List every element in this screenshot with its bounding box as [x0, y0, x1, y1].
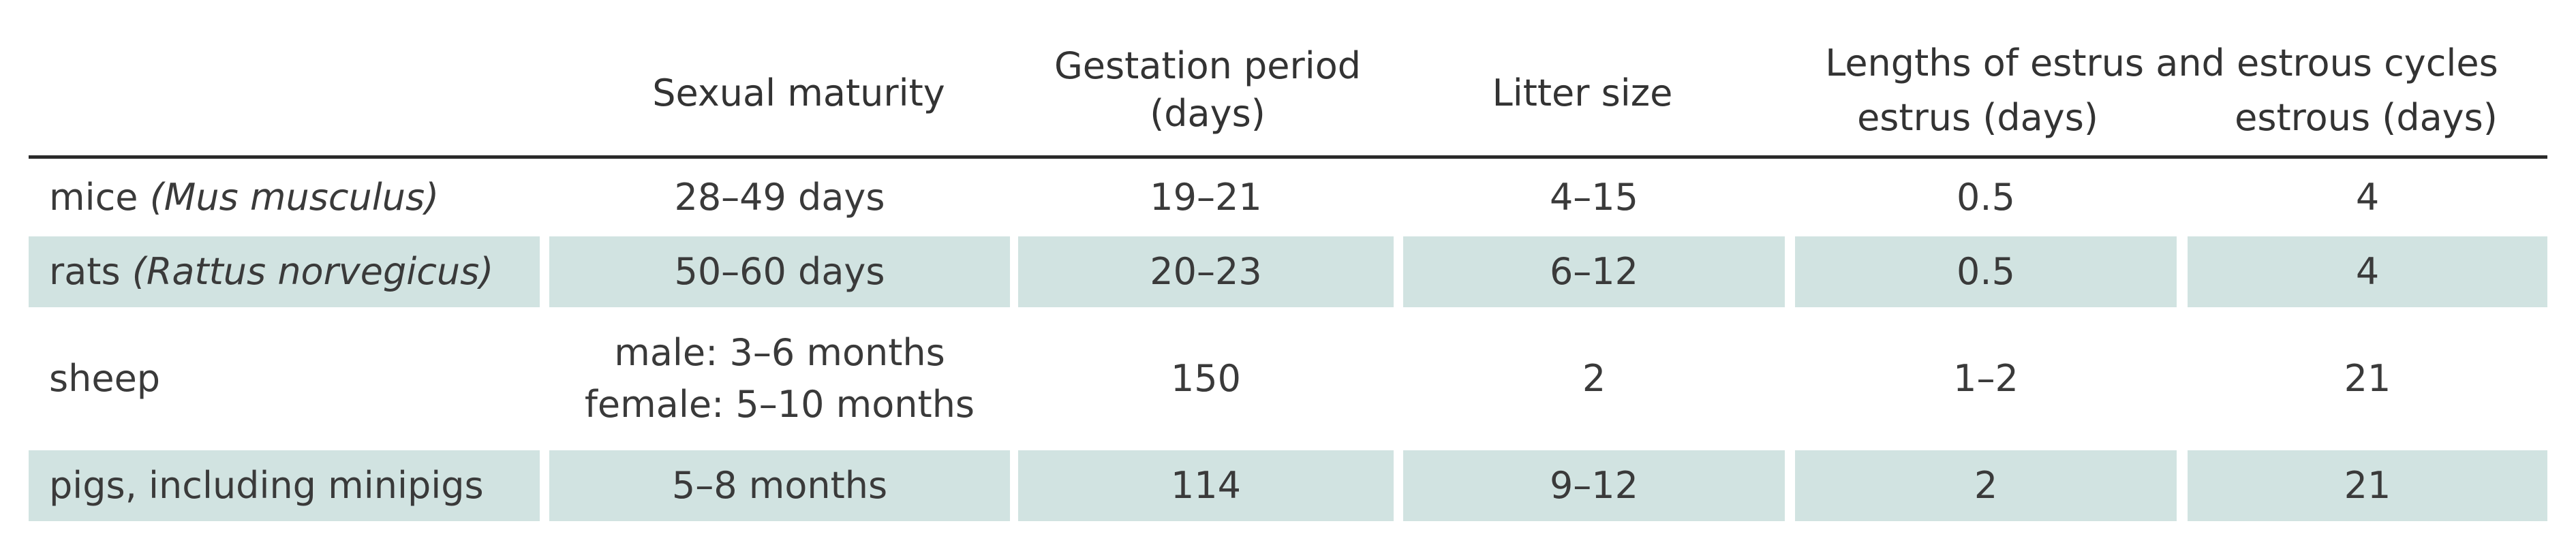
species-name: sheep: [49, 357, 161, 400]
species-name: mice: [49, 176, 150, 219]
gestation-cell: 114: [1018, 450, 1394, 521]
header-gestation-line1: Gestation period: [1054, 44, 1362, 87]
maturity-cell: 5–8 months: [549, 450, 1010, 521]
maturity-line-1: male: 3–6 months: [614, 331, 945, 374]
estrous-cell: 21: [2344, 357, 2391, 400]
header-gestation-period: Gestation period (days): [990, 42, 1426, 138]
gestation-cell: 20–23: [1018, 236, 1394, 307]
litter-cell: 6–12: [1403, 236, 1785, 307]
gestation-cell: 19–21: [1150, 176, 1262, 219]
header-estrus-days: estrus (days): [1857, 96, 2098, 139]
species-latin: (Rattus norvegicus): [132, 250, 494, 293]
header-litter-size: Litter size: [1492, 72, 1673, 114]
species-name: pigs, including minipigs: [49, 464, 484, 507]
maturity-cell: 28–49 days: [674, 176, 885, 219]
litter-cell: 9–12: [1403, 450, 1785, 521]
species-latin: (Mus musculus): [149, 176, 440, 219]
estrus-cell: 2: [1795, 450, 2177, 521]
table-row: mice (Mus musculus) 28–49 days 19–21 4–1…: [29, 159, 2547, 236]
gestation-cell: 150: [1170, 357, 1242, 400]
species-cell: sheep: [29, 313, 540, 445]
table-row: sheep male: 3–6 months female: 5–10 mont…: [29, 313, 2547, 445]
estrous-cell: 4: [2355, 176, 2380, 219]
table-body: mice (Mus musculus) 28–49 days 19–21 4–1…: [29, 159, 2547, 521]
estrus-cell: 1–2: [1953, 357, 2019, 400]
species-cell: rats (Rattus norvegicus): [29, 236, 540, 307]
litter-cell: 4–15: [1549, 176, 1639, 219]
header-gestation-line2: (days): [1150, 92, 1266, 135]
table-row: pigs, including minipigs 5–8 months 114 …: [29, 450, 2547, 521]
estrous-cell: 21: [2188, 450, 2547, 521]
species-name: rats: [49, 250, 132, 293]
table-row: rats (Rattus norvegicus) 50–60 days 20–2…: [29, 236, 2547, 307]
maturity-line-2: female: 5–10 months: [584, 383, 975, 426]
header-estrous-days: estrous (days): [2235, 96, 2498, 139]
maturity-cell: male: 3–6 months female: 5–10 months: [549, 313, 1010, 445]
estrous-cell: 4: [2188, 236, 2547, 307]
comparison-table: Sexual maturity Gestation period (days) …: [29, 27, 2547, 521]
species-cell: mice (Mus musculus): [29, 159, 540, 236]
maturity-cell: 50–60 days: [549, 236, 1010, 307]
estrus-cell: 0.5: [1957, 176, 2015, 219]
species-cell: pigs, including minipigs: [29, 450, 540, 521]
litter-cell: 2: [1582, 357, 1606, 400]
estrus-cell: 0.5: [1795, 236, 2177, 307]
header-estrus-group: Lengths of estrus and estrous cycles: [1825, 42, 2498, 84]
table-header: Sexual maturity Gestation period (days) …: [29, 27, 2547, 159]
header-sexual-maturity: Sexual maturity: [652, 72, 945, 114]
